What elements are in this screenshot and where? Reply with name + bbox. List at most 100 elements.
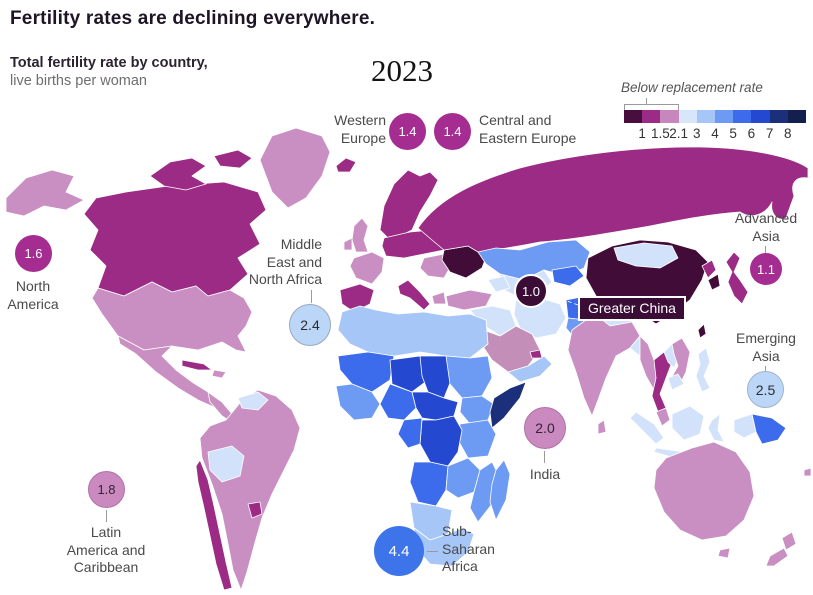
label-central-eastern-europe: Central and Eastern Europe (479, 112, 577, 146)
legend-tick: 3 (693, 126, 701, 141)
connector-india (544, 451, 545, 463)
legend-tick: 5 (729, 126, 737, 141)
legend-tick: 2.1 (669, 126, 688, 141)
label-emerging-asia: Emerging Asia (736, 330, 796, 364)
island-sulawesi (707, 413, 725, 443)
badge-advanced-asia: 1.1 (750, 253, 782, 285)
region-caucasus (487, 275, 511, 293)
label-western-europe: Western Europe (334, 112, 386, 146)
country-iran (513, 297, 567, 339)
legend-segment (696, 110, 716, 123)
greater-china-leader-line (547, 293, 579, 306)
region-arctic-islands (149, 149, 253, 191)
island-borneo (671, 405, 705, 441)
label-latin-america-caribbean: Latin America and Caribbean (66, 524, 146, 575)
legend-segment (769, 110, 788, 123)
country-australia (653, 441, 755, 541)
country-japan (725, 251, 749, 305)
country-drc (419, 415, 463, 467)
badge-western-europe: 1.4 (389, 113, 426, 150)
country-mozambique (469, 461, 501, 523)
region-kenya-tanzania (457, 419, 497, 459)
country-greenland (259, 127, 331, 209)
badge-sub-saharan-africa: 4.4 (374, 526, 424, 576)
label-advanced-asia: Advanced Asia (734, 210, 798, 244)
country-north-korea (701, 259, 717, 279)
country-taiwan (697, 323, 707, 339)
legend-tick: 4 (711, 126, 719, 141)
island-sumatra (629, 411, 665, 445)
region-west-new-guinea (733, 413, 757, 439)
country-uk (351, 217, 369, 253)
label-india: India (529, 466, 561, 482)
chart-subtitle-light: live births per woman (10, 73, 147, 89)
island-fiji (803, 467, 812, 477)
region-uae-qatar (529, 349, 543, 359)
region-kyrgyz-tajik (551, 265, 585, 287)
page-title: Fertility rates are declining everywhere… (10, 8, 376, 29)
legend-segment (751, 110, 770, 123)
country-hispaniola (211, 369, 227, 379)
connector-latam (106, 510, 107, 522)
region-mauritania-mali (337, 351, 395, 393)
region-iberia (339, 283, 375, 313)
legend-segment (642, 110, 661, 123)
connector-ssa (427, 551, 438, 552)
country-france (349, 251, 385, 285)
country-iceland (335, 157, 357, 173)
chart-subtitle-bold: Total fertility rate by country, (10, 55, 208, 71)
country-south-korea (707, 273, 721, 291)
country-chile (195, 459, 233, 591)
country-cuba (181, 359, 213, 371)
country-russia (417, 146, 809, 253)
connector-advanced-asia (765, 246, 766, 253)
legend-tick: 1.5 (651, 126, 670, 141)
region-west-africa (335, 383, 381, 421)
legend-segment (624, 110, 643, 123)
country-italy (397, 279, 431, 311)
badge-central-eastern-europe: 1.4 (434, 113, 471, 150)
country-turkey (445, 289, 493, 311)
country-philippines (695, 347, 711, 393)
region-north-africa (337, 305, 489, 359)
legend-tick: 7 (765, 126, 774, 141)
legend-segment (733, 110, 752, 123)
country-cambodia (667, 373, 685, 391)
region-yemen-oman (507, 355, 553, 383)
badge-greater-china: 1.0 (514, 274, 548, 308)
legend-tick: 6 (747, 126, 756, 141)
badge-emerging-asia: 2.5 (747, 371, 784, 408)
badge-india: 2.0 (524, 407, 566, 449)
legend-stem-line (646, 98, 647, 104)
legend-tick: 1 (638, 126, 646, 141)
label-middle-east-north-africa: Middle East and North Africa (248, 236, 322, 287)
legend-tick: 8 (784, 126, 792, 141)
legend-segment (787, 110, 807, 123)
island-tasmania (717, 547, 731, 559)
country-bolivia (207, 445, 245, 483)
region-south-america (199, 389, 301, 591)
country-uruguay (247, 501, 263, 519)
country-niger (389, 355, 429, 393)
country-mongolia (613, 242, 679, 269)
country-malaysia (655, 407, 671, 427)
legend-segment (715, 110, 734, 123)
connector-emerging-asia (765, 366, 766, 372)
country-ireland (343, 237, 353, 251)
country-madagascar (489, 459, 511, 521)
country-sudan (445, 355, 493, 399)
region-cameroon-car (411, 391, 459, 421)
country-angola (409, 461, 449, 507)
country-ethiopia (459, 395, 495, 425)
year-label: 2023 (371, 53, 433, 88)
legend-segment (660, 110, 679, 123)
legend-segment (678, 110, 697, 123)
legend-tick-labels: 1 1.5 2.1 3 4 5 6 7 8 (624, 126, 806, 142)
below-replacement-bracket (624, 104, 679, 110)
label-sub-saharan-africa: Sub- Saharan Africa (442, 523, 495, 574)
country-guyanas (237, 391, 269, 411)
country-somalia (489, 381, 527, 429)
legend-title: Below replacement rate (621, 80, 763, 95)
